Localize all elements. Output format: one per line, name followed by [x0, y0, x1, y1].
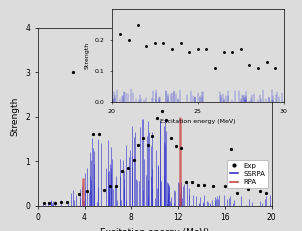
Point [108, 185, 113, 188]
Point [161, 41, 166, 45]
X-axis label: Excitation energy (MeV): Excitation energy (MeV) [160, 119, 236, 124]
Point [70, 70, 75, 74]
Point [85, 189, 89, 193]
Point [145, 143, 150, 146]
Point [169, 136, 174, 140]
Point [204, 47, 209, 51]
Point [178, 146, 183, 150]
Legend: Exp, SSRPA, RPA: Exp, SSRPA, RPA [227, 160, 268, 188]
Point [90, 132, 95, 135]
Point [131, 158, 136, 162]
Point [264, 191, 268, 195]
Point [234, 191, 239, 195]
Point [239, 47, 243, 51]
Point [127, 38, 131, 42]
Point [213, 66, 217, 70]
Point [246, 187, 251, 191]
Point [144, 44, 149, 48]
Point [120, 169, 124, 173]
Point [59, 201, 64, 204]
Point [264, 60, 269, 64]
Point [228, 147, 233, 151]
Point [118, 32, 123, 36]
Point [65, 200, 69, 204]
Point [173, 144, 178, 147]
Point [155, 116, 159, 120]
Point [255, 66, 260, 70]
Point [125, 166, 130, 170]
Point [195, 47, 200, 51]
Point [187, 51, 191, 54]
Point [211, 184, 216, 187]
X-axis label: Excitation energy (MeV): Excitation energy (MeV) [100, 228, 209, 231]
Point [141, 136, 146, 140]
Point [96, 132, 101, 135]
Point [150, 134, 155, 138]
Point [114, 185, 119, 188]
Point [273, 66, 278, 70]
Point [41, 201, 46, 205]
Y-axis label: Strength: Strength [11, 97, 20, 136]
Point [135, 23, 140, 27]
Point [184, 181, 189, 184]
Point [136, 143, 141, 147]
Point [53, 201, 58, 205]
Point [164, 118, 169, 122]
Point [178, 41, 183, 45]
Point [223, 184, 227, 187]
Point [190, 181, 195, 184]
Point [159, 109, 164, 113]
Point [170, 47, 175, 51]
Point [76, 192, 81, 195]
Y-axis label: Strength: Strength [84, 42, 89, 69]
Point [230, 51, 235, 54]
Point [196, 183, 201, 187]
Point [152, 41, 157, 45]
Point [201, 183, 206, 187]
Point [247, 63, 252, 67]
Point [258, 189, 262, 193]
Point [47, 201, 52, 205]
Point [102, 188, 107, 191]
Point [221, 51, 226, 54]
